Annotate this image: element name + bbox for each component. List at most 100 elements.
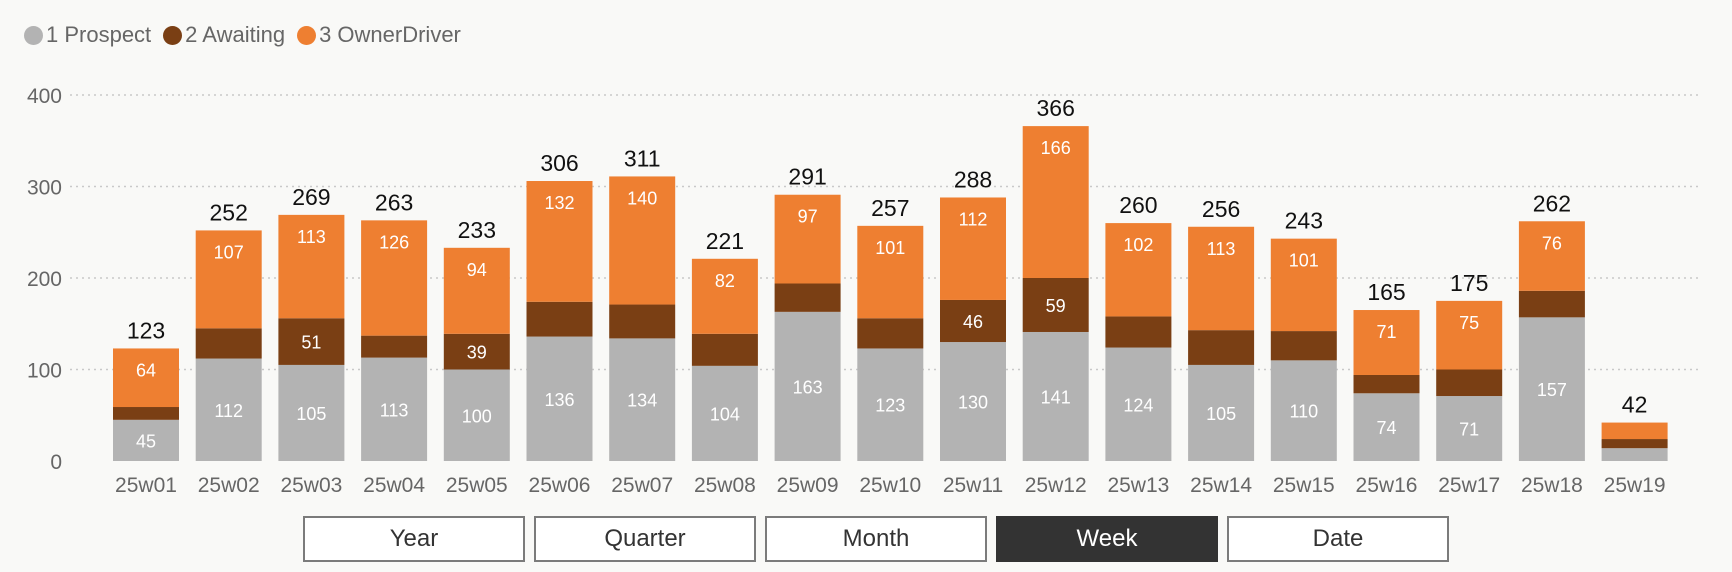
data-label: 51: [301, 333, 321, 353]
x-tick-label: 25w05: [446, 474, 508, 497]
legend-label-awaiting: 2 Awaiting: [185, 22, 286, 47]
bar-segment: [940, 342, 1006, 461]
bar-segment: [857, 318, 924, 349]
bar-segment: [1270, 238, 1337, 332]
bar-segment: [1188, 364, 1255, 461]
data-label: 101: [875, 238, 905, 258]
bar-segment: [1353, 374, 1420, 394]
data-label: 123: [875, 396, 905, 416]
bar-segment: [361, 357, 428, 461]
bar-segment: [1436, 369, 1503, 397]
data-label: 107: [214, 242, 244, 262]
legend-label-ownerdriver: 3 OwnerDriver: [319, 22, 461, 47]
bar-segment: [609, 176, 676, 305]
bar-segment: [113, 348, 179, 408]
period-button-quarter[interactable]: Quarter: [534, 516, 756, 562]
bar-segment: [361, 220, 428, 336]
bar-segment: [278, 364, 345, 461]
legend-item-awaiting[interactable]: 2 Awaiting: [163, 22, 285, 48]
x-tick-label: 25w06: [529, 474, 591, 497]
bar-segment: [1353, 310, 1420, 375]
x-tick-label: 25w03: [280, 474, 342, 497]
bar-segment: [1518, 290, 1585, 318]
data-label: 113: [380, 400, 409, 420]
data-label: 132: [544, 193, 574, 213]
total-label: 256: [1202, 196, 1240, 222]
legend-item-ownerdriver[interactable]: 3 OwnerDriver: [297, 22, 461, 48]
bar-segment: [940, 299, 1006, 343]
bar-segment: [278, 214, 345, 319]
bar-segment: [1105, 347, 1172, 461]
bar-segment: [113, 419, 179, 461]
x-tick-label: 25w17: [1438, 474, 1500, 497]
data-label: 64: [136, 360, 156, 380]
data-label: 130: [958, 393, 988, 413]
total-label: 269: [292, 184, 330, 210]
total-label: 306: [540, 150, 578, 176]
data-label: 163: [793, 377, 823, 397]
bar-segment: [1436, 300, 1503, 370]
data-label: 71: [1376, 322, 1396, 342]
bar-segment: [526, 181, 593, 302]
data-label: 134: [627, 391, 657, 411]
data-label: 94: [467, 260, 487, 280]
bar-segment: [526, 336, 593, 461]
bar-segment: [443, 369, 510, 461]
data-label: 39: [467, 343, 487, 363]
x-tick-label: 25w19: [1604, 474, 1666, 497]
data-label: 126: [379, 232, 409, 252]
bar-segment: [774, 283, 841, 312]
x-tick-label: 25w13: [1107, 474, 1169, 497]
legend-item-prospect[interactable]: 1 Prospect: [24, 22, 151, 48]
data-label: 141: [1041, 387, 1071, 407]
bar-segment: [195, 230, 262, 329]
data-label: 46: [963, 312, 983, 332]
total-label: 260: [1119, 192, 1157, 218]
data-label: 104: [710, 404, 740, 424]
bar-segment: [691, 365, 758, 461]
x-tick-label: 25w11: [943, 474, 1003, 497]
period-button-year[interactable]: Year: [303, 516, 525, 562]
data-label: 112: [214, 401, 243, 421]
bar-segment: [443, 247, 510, 334]
bar-segment: [1601, 439, 1668, 449]
bar-segment: [195, 328, 262, 359]
total-label: 262: [1533, 190, 1571, 216]
x-tick-label: 25w08: [694, 474, 756, 497]
total-label: 175: [1450, 270, 1488, 296]
x-tick-label: 25w02: [198, 474, 260, 497]
total-label: 243: [1285, 208, 1323, 234]
bar-segment: [113, 407, 179, 420]
x-tick-label: 25w04: [363, 474, 425, 497]
x-tick-label: 25w16: [1356, 474, 1418, 497]
bar-segment: [1270, 360, 1337, 461]
x-tick-label: 25w14: [1190, 474, 1252, 497]
bar-segment: [1022, 331, 1089, 461]
legend-swatch-prospect: [24, 25, 43, 45]
y-tick-label: 400: [27, 85, 62, 108]
bar-segment: [1022, 278, 1089, 332]
legend-swatch-awaiting: [163, 25, 183, 45]
stacked-bar-chart: 0 100 200 300 400 45 64 123 25w01 112 107 252 25w02 1…: [27, 85, 1700, 497]
bar-segment: [526, 301, 593, 337]
data-label: 105: [1206, 404, 1236, 424]
period-button-month[interactable]: Month: [765, 516, 987, 562]
total-label: 233: [458, 217, 496, 243]
bar-segment: [278, 318, 345, 365]
period-button-week[interactable]: Week: [996, 516, 1218, 562]
bar-segment: [857, 225, 924, 319]
total-label: 366: [1037, 95, 1075, 121]
data-label: 157: [1537, 380, 1567, 400]
data-label: 102: [1123, 235, 1153, 255]
total-label: 252: [210, 199, 248, 225]
data-label: 45: [136, 431, 156, 451]
bar-segment: [940, 197, 1006, 300]
data-label: 74: [1376, 418, 1396, 438]
bar-segment: [857, 348, 924, 461]
bar-segment: [691, 258, 758, 334]
data-label: 100: [462, 406, 492, 426]
bar-segment: [1188, 226, 1255, 331]
bar-segment: [361, 335, 428, 358]
data-label: 105: [296, 404, 326, 424]
period-button-date[interactable]: Date: [1227, 516, 1449, 562]
